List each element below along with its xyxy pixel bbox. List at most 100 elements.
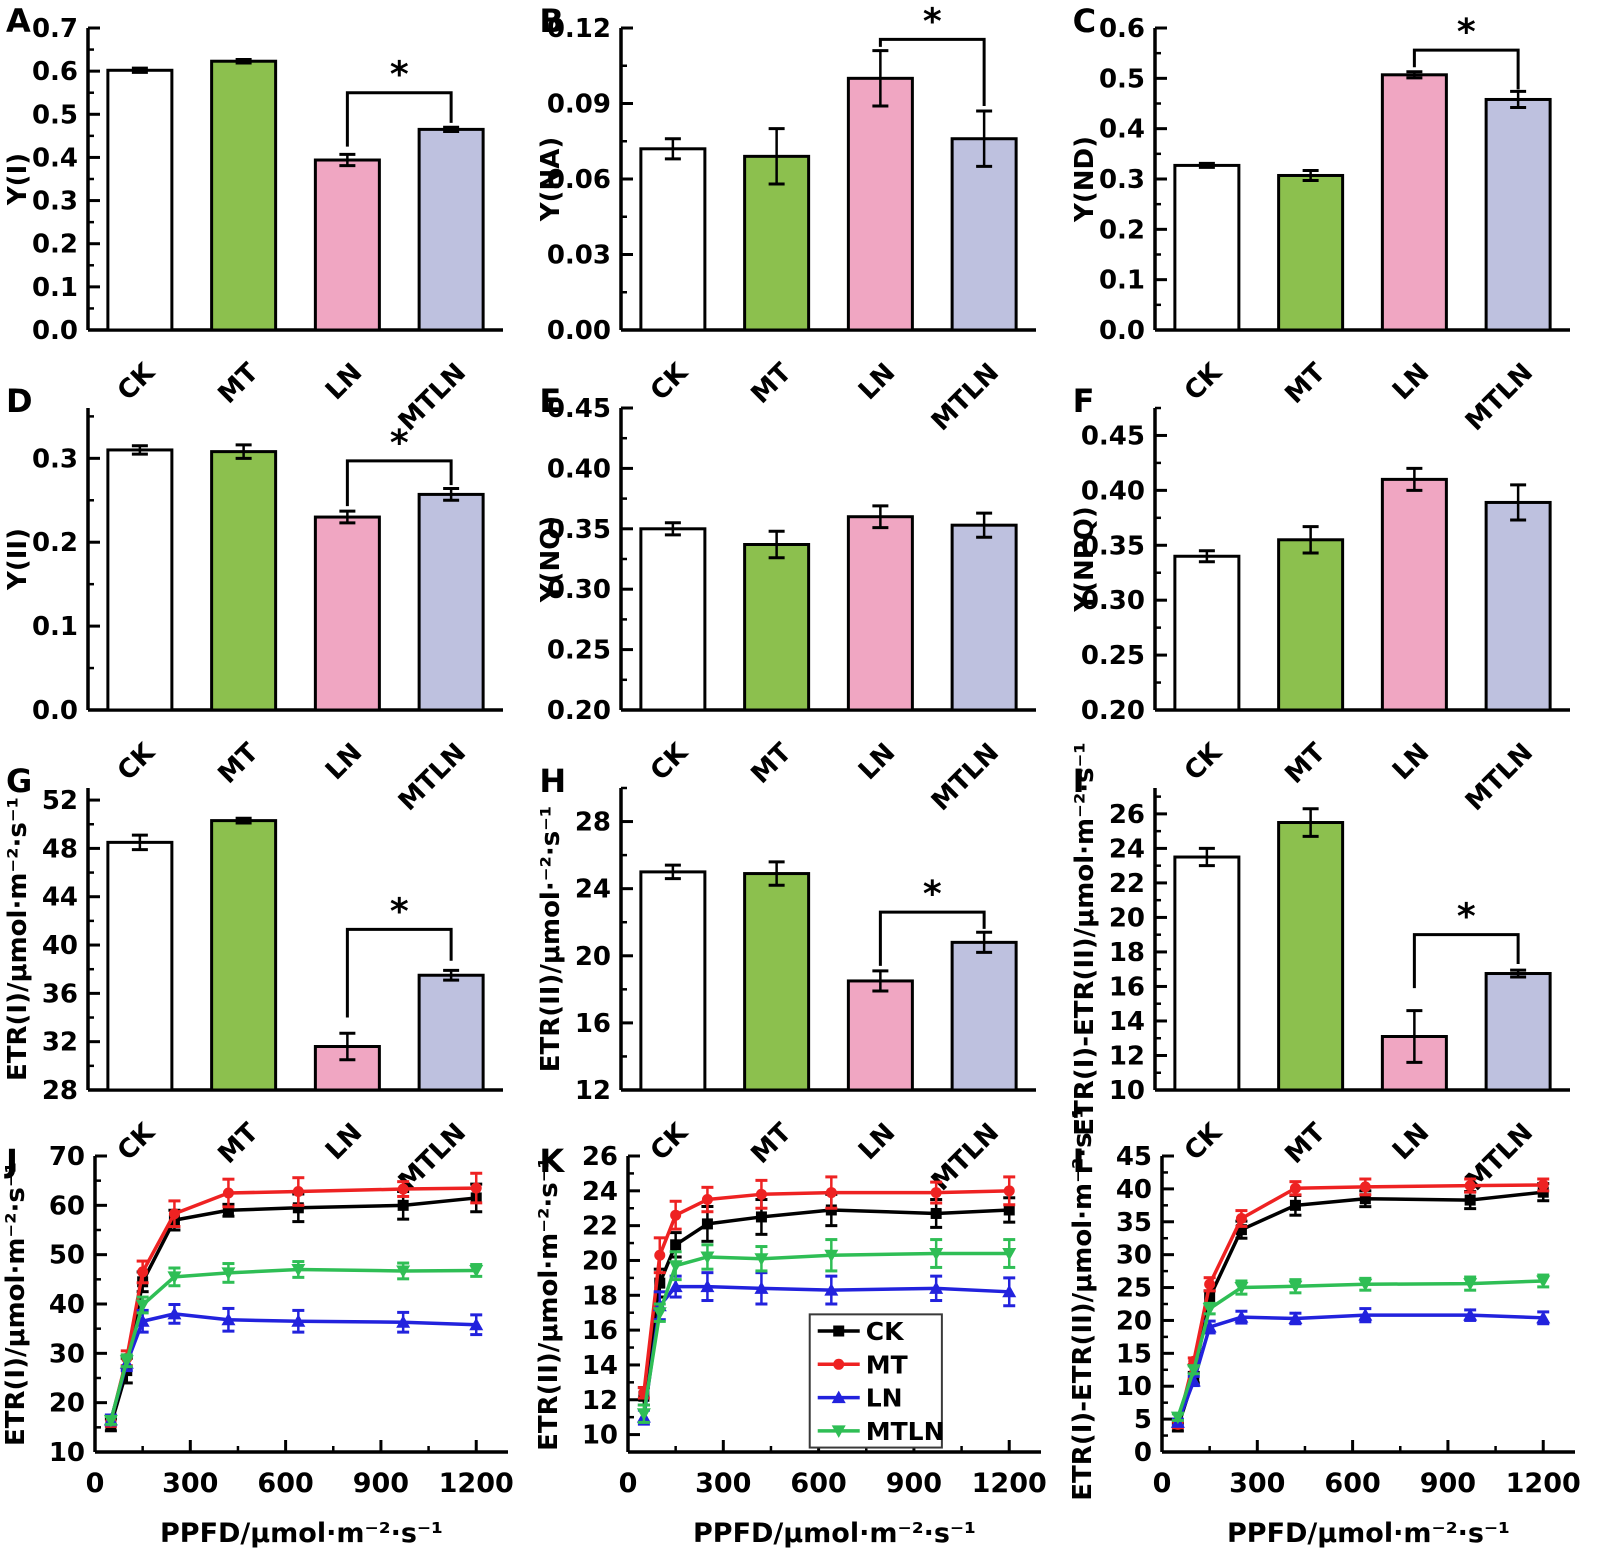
error-bar [872, 969, 889, 993]
marker-square [702, 1218, 714, 1230]
marker-triangle-down [1535, 1275, 1550, 1288]
svg-text:20: 20 [1108, 903, 1144, 933]
svg-text:30: 30 [1115, 1241, 1151, 1271]
marker-circle [1235, 1212, 1247, 1224]
marker-circle [654, 1249, 666, 1261]
series-MTLN [637, 1238, 1017, 1424]
marker-triangle-down [396, 1265, 411, 1278]
y-axis-ticks: 10 12 14 16 18 20 22 24 26 [582, 1142, 641, 1451]
svg-text:20: 20 [1115, 1306, 1151, 1336]
bar-CK [639, 870, 707, 1092]
marker-triangle-down [1202, 1303, 1217, 1316]
bar-LN [1380, 73, 1448, 332]
y-axis-title: Y(II) [3, 528, 33, 591]
marker-triangle-down [119, 1355, 134, 1368]
bars [1173, 466, 1552, 712]
marker-square [222, 1204, 234, 1216]
significance-bracket: * [879, 874, 986, 966]
svg-text:30: 30 [49, 1339, 85, 1369]
error-bar [976, 930, 993, 954]
chart-svg-D: 0.00.10.20.3CK MT LN MTLN*Y(II) [3, 408, 503, 817]
svg-text:0: 0 [1134, 1438, 1152, 1468]
svg-text:40: 40 [1115, 1175, 1151, 1205]
x-axis-title: PPFD/μmol·m⁻²·s⁻¹ [160, 1518, 443, 1548]
axes [626, 1156, 1042, 1454]
marker-circle [833, 1358, 845, 1370]
bar-MT [210, 819, 278, 1092]
bar-MTLN [417, 127, 485, 332]
svg-text:22: 22 [582, 1212, 618, 1242]
svg-text:0.09: 0.09 [547, 90, 611, 120]
svg-text:0.0: 0.0 [32, 316, 78, 346]
chart-area: 0.20 0.25 0.30 0.35 0.40 0.45 CK MT LN MTLN Y(NO) [533, 380, 1066, 817]
svg-text:0.1: 0.1 [32, 612, 78, 642]
error-bar [235, 443, 252, 460]
y-axis-ticks: 0.0 0.1 0.2 0.3 0.4 0.5 0.6 0.7 [32, 14, 100, 346]
svg-text:0.5: 0.5 [32, 100, 78, 130]
y-axis-ticks: 10 12 14 16 18 20 22 24 26 [1108, 795, 1167, 1106]
chart-area: 0.20 0.25 0.30 0.35 0.40 0.45 CK MT LN MTLN Y(NPQ) [1067, 380, 1600, 817]
svg-text:15: 15 [1115, 1339, 1151, 1369]
significance-star: * [1456, 897, 1475, 938]
svg-text:0.25: 0.25 [1081, 641, 1145, 671]
chart-area: 0 5 10 15 20 25 30 35 40 45 0 300 600 900 1200 PPFD/μmo… [1067, 1107, 1600, 1548]
svg-text:25: 25 [1115, 1274, 1151, 1304]
marker-triangle-down [1288, 1280, 1303, 1294]
bar-LN [313, 515, 381, 712]
svg-text:0.20: 0.20 [547, 696, 611, 726]
panel-D: D 0.0 0.1 0.2 0.3 CK MT LN MTLN * Y(II) [0, 380, 533, 817]
svg-text:0.5: 0.5 [1099, 64, 1145, 94]
marker-triangle-up [1288, 1311, 1303, 1324]
y-axis-title: Y(NO) [536, 516, 566, 603]
svg-text:20: 20 [49, 1389, 85, 1419]
svg-text:20: 20 [582, 1246, 618, 1276]
svg-text:24: 24 [582, 1177, 618, 1207]
marker-triangle-up [167, 1306, 182, 1320]
y-axis-title: ETR(I)-ETR(II)/μmol·m⁻²·s⁻¹ [1068, 1107, 1098, 1500]
chart-area: 10 12 14 16 18 20 22 24 26 0 300 600 900 1200 CK MT LN MT… [533, 1140, 1066, 1548]
svg-text:600: 600 [1324, 1468, 1380, 1499]
svg-text:0: 0 [1152, 1468, 1171, 1499]
error-bar [665, 521, 682, 537]
error-bar [1509, 89, 1526, 110]
panel-letter: J [6, 1142, 18, 1180]
bar-CK [106, 840, 174, 1092]
svg-text:0.0: 0.0 [32, 696, 78, 726]
marker-triangle-down [469, 1264, 484, 1278]
marker-triangle-up [929, 1281, 944, 1294]
svg-text:60: 60 [49, 1191, 85, 1221]
svg-text:900: 900 [1419, 1468, 1475, 1499]
marker-circle [1289, 1182, 1301, 1194]
svg-text:48: 48 [42, 834, 78, 864]
svg-text:5: 5 [1134, 1405, 1152, 1435]
marker-square [1289, 1199, 1301, 1211]
marker-square [1203, 1291, 1215, 1303]
marker-circle [1537, 1179, 1549, 1191]
marker-triangle-up [396, 1315, 411, 1328]
bars [639, 860, 1018, 1092]
y-axis-ticks: 0.00 0.03 0.06 0.09 0.12 [547, 14, 634, 346]
bar-CK [1173, 554, 1241, 712]
bar-MT [210, 450, 278, 712]
significance-bracket: * [879, 1, 986, 107]
y-axis-title: ETR(I)/μmol·m⁻²·s⁻¹ [1, 1162, 31, 1446]
bar-MTLN [950, 137, 1018, 332]
error-bar [443, 968, 460, 982]
svg-text:0.35: 0.35 [547, 515, 611, 545]
y-axis-ticks: 0.0 0.1 0.2 0.3 [32, 415, 100, 726]
svg-text:24: 24 [575, 875, 611, 905]
panel-letter: K [539, 1142, 565, 1180]
svg-text:0.2: 0.2 [1099, 215, 1145, 245]
error-bar [768, 529, 785, 560]
svg-text:0.2: 0.2 [32, 230, 78, 260]
bar-MT [210, 59, 278, 332]
y-axis-title: Y(I) [3, 153, 33, 206]
y-axis-title: Y(ND) [1070, 136, 1100, 223]
marker-circle [470, 1182, 482, 1194]
x-axis-ticks: 0 300 600 900 1200 [619, 1440, 1047, 1499]
svg-text:26: 26 [1108, 800, 1144, 830]
error-bar [1406, 70, 1423, 80]
